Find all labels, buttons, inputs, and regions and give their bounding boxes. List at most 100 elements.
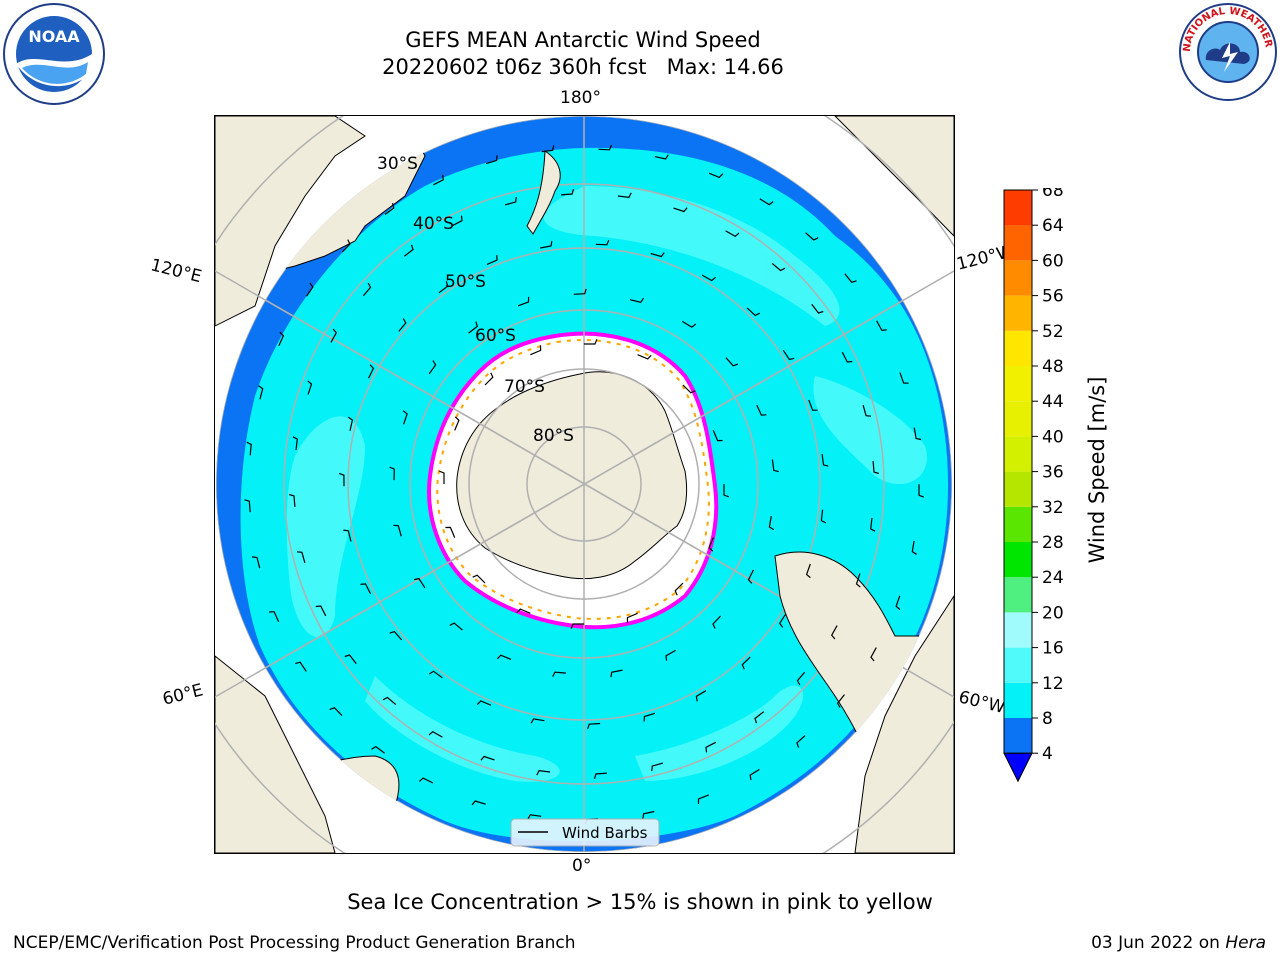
wind-barb [398,318,407,332]
colorbar-segment [1004,330,1032,366]
wind-barb [595,240,610,246]
wind-barb [403,244,414,257]
wind-barb [754,711,765,724]
wind-barb [759,198,774,206]
outer-land [215,116,954,853]
wind-barb [749,768,760,781]
wind-barb [808,399,818,411]
wind-barb [382,696,397,706]
colorbar-segment [1004,471,1032,507]
wind-barb [681,320,697,328]
wind-barb [701,274,716,282]
wind-barb [516,608,531,614]
colorbar-tick-label: 40 [1042,427,1064,447]
wind-barb [741,656,751,670]
wind-barb [530,718,545,724]
wind-barb [746,307,760,317]
wind-barb [536,770,551,776]
colorbar-tick-label: 32 [1042,498,1064,518]
wind-barb [771,459,779,473]
wind-barb [472,574,486,584]
wind-barb [561,189,575,196]
colorbar-segment [1004,225,1032,261]
wind-barb [419,777,434,784]
wind-barb [895,595,901,610]
colorbar-segment [1004,612,1032,648]
antarctica-land [456,371,688,580]
chart-subtitle: 20220602 t06z 360h fcst Max: 14.66 [382,55,784,79]
wind-barb [805,232,819,241]
footer-credit: NCEP/EMC/Verification Post Processing Pr… [13,933,576,953]
wind-barb [573,288,587,295]
wind-barb [527,814,542,820]
lon-label-180: 180° [560,88,601,108]
wind-barb [617,192,632,198]
colorbar-segment [1004,190,1032,226]
colorbar-tick-label: 16 [1042,639,1064,659]
wind-barb [269,611,280,623]
wind-barb [306,282,314,297]
wind-barb [712,430,723,442]
wind-barb [413,577,426,589]
wind-barb [384,203,395,215]
wind-barb [371,745,385,754]
map-panel: 30°S 40°S 50°S 60°S 70°S 80°S Wind Barbs [214,115,955,854]
colorbar-tick-label: 8 [1042,709,1053,729]
colorbar-tick-label: 48 [1042,357,1064,377]
colorbar-tick-label: 36 [1042,463,1064,483]
wind-barb [651,762,664,772]
wind-barb [295,661,307,672]
wind-barb [844,273,857,283]
chart-title: GEFS MEAN Antarctic Wind Speed [405,28,761,52]
wind-barb [782,349,795,361]
nws-logo: NATIONAL WEATHER SERVICE [1178,2,1277,101]
sea-ice-edge [427,331,719,630]
wind-barb [468,321,478,334]
wind-barb [360,583,372,594]
footer-machine: Hera [1225,933,1266,953]
wind-barb [796,735,806,748]
wind-barb [496,654,512,660]
wind-barb [682,384,696,394]
wind-barb [841,351,853,363]
wind-barb [439,470,445,484]
wind-barb [911,540,917,555]
wind-barb [674,582,684,596]
wind-barb [347,416,354,431]
wind-barb [484,372,494,386]
wind-barb [820,509,827,524]
lon-label-60e: 60°E [160,680,206,710]
colorbar-tick-label: 68 [1042,188,1064,201]
wind-barb [504,196,517,206]
wind-barb [587,722,601,730]
wind-barb [389,630,403,641]
wind-barb [654,154,669,160]
wind-barb [389,466,395,481]
wind-barb [296,551,306,564]
colorbar-segment [1004,718,1032,754]
lat-label-30s: 30°S [377,154,418,174]
wind-barb [708,172,724,179]
wind-barb [517,296,530,307]
colorbar-tick-label: 28 [1042,533,1064,553]
lat-label-40s: 40°S [413,214,454,234]
map-legend: Wind Barbs [510,818,660,847]
colorbar-label: Wind Speed [m/s] [1085,376,1109,564]
wind-barb [771,262,786,272]
wind-barb [593,772,607,779]
colorbar-tick-label: 20 [1042,603,1064,623]
wind-barb [315,605,327,617]
legend-label: Wind Barbs [562,824,648,842]
footer-date-text: 03 Jun 2022 on [1091,933,1226,953]
wind-barb [362,282,372,297]
wind-barb [872,461,879,475]
wind-barb [428,670,443,679]
colorbar-segment [1004,542,1032,578]
wind-barb [570,623,584,629]
wind-barb [673,207,688,213]
wind-barb [451,215,463,227]
wind-barb [541,145,555,153]
wind-barb [610,669,623,678]
wind-barb [584,339,598,345]
lat-label-50s: 50°S [445,272,486,292]
